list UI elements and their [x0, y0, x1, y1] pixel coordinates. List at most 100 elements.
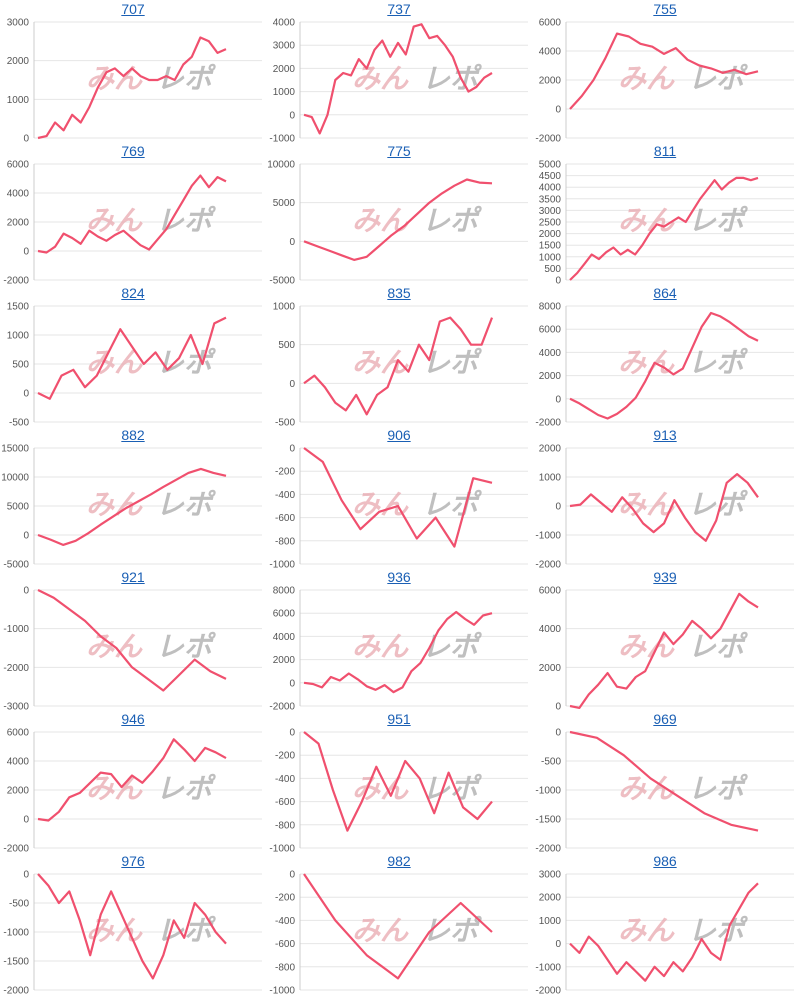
chart-title-link[interactable]: 969 — [653, 711, 677, 727]
series-line — [37, 36, 227, 140]
watermark-text: みん — [352, 488, 409, 521]
chart-svg: -2000 -1000 0 1000 2000 3000 みん レポ — [535, 870, 794, 994]
watermark-text: レポ — [156, 630, 216, 663]
series-line — [569, 32, 759, 110]
chart-svg: 0 1000 2000 3000 みん レポ — [7, 18, 262, 145]
y-tick-label: 5000 — [539, 160, 562, 171]
y-tick-label: -2000 — [3, 276, 29, 287]
series-line — [37, 316, 227, 400]
watermark: みん レポ — [86, 488, 216, 521]
y-tick-label: -500 — [275, 418, 295, 429]
series-line — [569, 730, 759, 832]
watermark: みん レポ — [618, 204, 748, 237]
chart-title-link[interactable]: 882 — [121, 427, 145, 443]
chart-svg: 0 2000 4000 6000 みん レポ — [539, 586, 794, 713]
y-tick-label: 2000 — [273, 655, 296, 666]
series-line — [569, 592, 759, 709]
y-tick-label: 1000 — [539, 916, 562, 927]
chart-svg: -5000 0 5000 10000 みん レポ — [267, 160, 528, 287]
y-tick-label: -1000 — [535, 786, 561, 797]
watermark-text: レポ — [156, 62, 216, 95]
chart-svg: -3000 -2000 -1000 0 みん レポ — [3, 586, 262, 713]
y-tick-label: 0 — [23, 134, 29, 145]
series-line — [569, 472, 759, 542]
chart-title-link[interactable]: 982 — [387, 853, 411, 869]
y-tick-label: 0 — [555, 276, 561, 287]
chart-title-link[interactable]: 951 — [387, 711, 411, 727]
chart-title-link[interactable]: 939 — [653, 569, 677, 585]
chart-title-link[interactable]: 824 — [121, 285, 145, 301]
chart-svg: -1000 -800 -600 -400 -200 0 みん レポ — [269, 870, 528, 994]
y-tick-label: 3000 — [7, 18, 30, 29]
chart-panel: -1000 -800 -600 -400 -200 0 みん レポ 906 — [266, 426, 532, 571]
y-tick-label: 0 — [23, 531, 29, 542]
chart-title-link[interactable]: 769 — [121, 143, 145, 159]
chart-title-link[interactable]: 921 — [121, 569, 145, 585]
chart-title-link[interactable]: 737 — [387, 1, 411, 17]
y-tick-label: 6000 — [539, 18, 562, 29]
watermark-text: みん — [618, 346, 675, 379]
chart-svg: 0500100015002000250030003500400045005000… — [539, 160, 794, 287]
chart-title-link[interactable]: 775 — [387, 143, 411, 159]
series-line — [569, 176, 759, 281]
y-tick-label: 0 — [555, 105, 561, 116]
y-tick-label: -1000 — [269, 844, 295, 855]
chart-title-link[interactable]: 811 — [653, 143, 677, 159]
watermark-text: レポ — [156, 488, 216, 521]
watermark: みん レポ — [86, 630, 216, 663]
chart-title-link[interactable]: 936 — [387, 569, 411, 585]
y-tick-label: 6000 — [539, 586, 562, 597]
series-line — [303, 23, 493, 135]
watermark-text: レポ — [156, 772, 216, 805]
watermark-text: レポ — [422, 630, 482, 663]
chart-panel: -3000 -2000 -1000 0 みん レポ 921 — [0, 568, 266, 713]
y-tick-label: -5000 — [3, 560, 29, 571]
chart-title-link[interactable]: 755 — [653, 1, 677, 17]
y-tick-label: 2000 — [7, 56, 30, 67]
y-tick-label: -800 — [275, 820, 295, 831]
chart-title-link[interactable]: 913 — [653, 427, 677, 443]
watermark-text: レポ — [688, 346, 748, 379]
chart-title-link[interactable]: 835 — [387, 285, 411, 301]
series-line — [303, 447, 493, 548]
y-tick-label: -400 — [275, 490, 295, 501]
watermark: みん レポ — [618, 630, 748, 663]
watermark-text: みん — [86, 62, 143, 95]
y-tick-label: 4500 — [539, 171, 562, 182]
watermark-text: みん — [618, 62, 675, 95]
chart-title-link[interactable]: 946 — [121, 711, 145, 727]
chart-title-link[interactable]: 707 — [121, 1, 145, 17]
series-line — [37, 467, 227, 547]
y-tick-label: 1000 — [539, 473, 562, 484]
y-tick-label: 1000 — [273, 302, 296, 313]
watermark-text: レポ — [156, 204, 216, 237]
y-tick-label: 4000 — [273, 632, 296, 643]
watermark: みん レポ — [86, 914, 216, 947]
chart-title-link[interactable]: 906 — [387, 427, 411, 443]
y-tick-label: 4000 — [539, 348, 562, 359]
watermark-text: レポ — [422, 204, 482, 237]
chart-panel: -1000 0 1000 2000 3000 4000 みん レポ 737 — [266, 0, 532, 145]
watermark-text: レポ — [688, 204, 748, 237]
y-tick-label: 5000 — [273, 198, 296, 209]
watermark-text: みん — [352, 62, 409, 95]
chart-title-link[interactable]: 864 — [653, 285, 677, 301]
y-tick-label: 8000 — [539, 302, 562, 313]
y-tick-label: 4000 — [539, 183, 562, 194]
y-tick-label: 1000 — [539, 252, 562, 263]
y-tick-label: -1500 — [3, 957, 29, 968]
chart-panel: -5000 0 5000 10000 みん レポ 775 — [266, 142, 532, 287]
chart-title-link[interactable]: 986 — [653, 853, 677, 869]
y-tick-label: 10000 — [267, 160, 295, 171]
y-tick-label: 0 — [23, 815, 29, 826]
chart-title-link[interactable]: 976 — [121, 853, 145, 869]
chart-panel: 0 1000 2000 3000 みん レポ 707 — [0, 0, 266, 145]
series-line — [37, 589, 227, 692]
y-tick-label: -1000 — [269, 560, 295, 571]
chart-panel: -2000 -1000 0 1000 2000 3000 みん レポ 986 — [532, 852, 798, 994]
y-tick-label: -1000 — [535, 962, 561, 973]
